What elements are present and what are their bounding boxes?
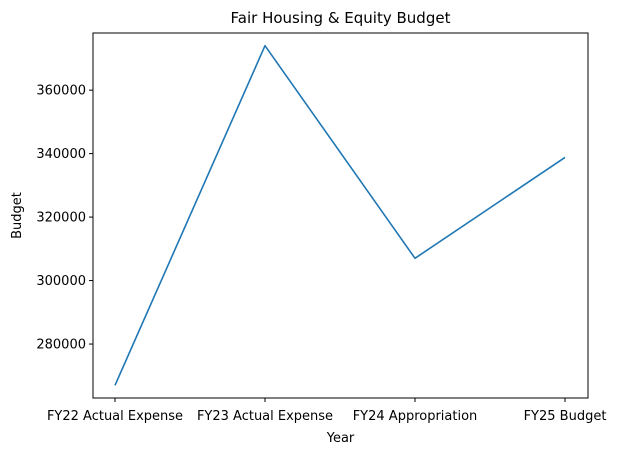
x-tick-label: FY25 Budget	[524, 409, 607, 424]
y-tick-label: 300000	[36, 274, 86, 289]
x-tick-label: FY22 Actual Expense	[47, 409, 183, 424]
chart-title: Fair Housing & Equity Budget	[231, 9, 451, 27]
y-axis-ticks: 280000 300000 320000 340000 360000	[36, 84, 93, 353]
series-layer	[114, 44, 566, 386]
y-tick-label: 360000	[36, 84, 86, 99]
x-tick-label: FY24 Appropriation	[353, 409, 478, 424]
plot-background	[93, 33, 588, 398]
y-tick-label: 340000	[36, 147, 86, 162]
y-tick-label: 320000	[36, 211, 86, 226]
x-tick-label: FY23 Actual Expense	[197, 409, 333, 424]
y-axis-label: Budget	[10, 192, 25, 239]
series-line	[114, 44, 566, 386]
y-tick-label: 280000	[36, 338, 86, 353]
x-axis-label: Year	[326, 431, 355, 446]
x-axis-ticks: FY22 Actual Expense FY23 Actual Expense FY…	[47, 398, 606, 424]
plot-frame	[92, 32, 589, 399]
